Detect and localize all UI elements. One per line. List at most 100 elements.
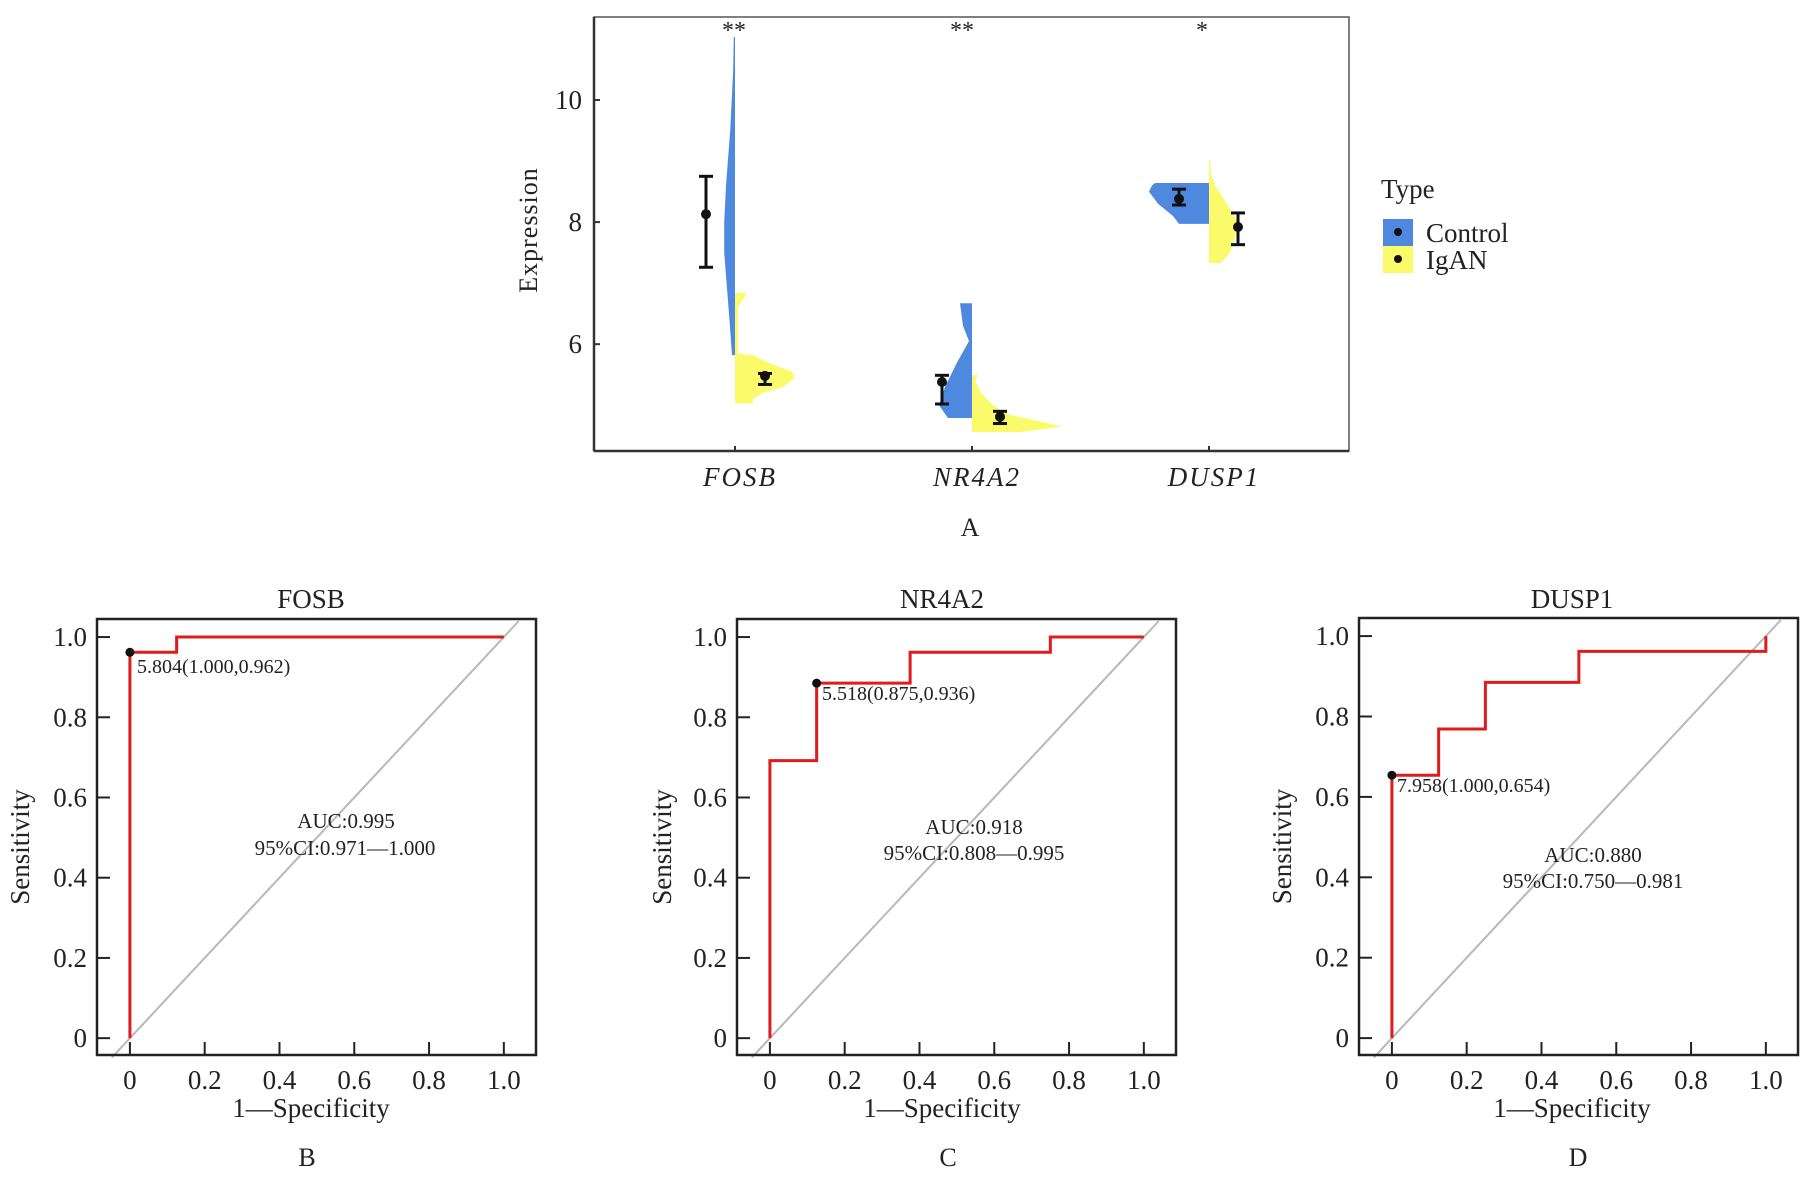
x-tick-label: 1.0 — [487, 1065, 521, 1095]
plot-frame — [1357, 616, 1800, 1057]
y-tick-label: 0 — [714, 1023, 728, 1053]
x-tick-label: 1.0 — [1127, 1065, 1161, 1095]
diagonal-reference-line — [1373, 619, 1782, 1059]
y-tick-label: 0.8 — [1315, 701, 1349, 731]
panel-label-a: A — [961, 513, 980, 542]
mean-point — [937, 377, 947, 388]
x-tick-label: 0.8 — [1674, 1065, 1708, 1095]
plot-title: NR4A2 — [900, 584, 984, 614]
panel-label-b: B — [298, 1143, 315, 1172]
x-tick-label: 0.6 — [1599, 1065, 1633, 1095]
cutoff-label: 5.518(0.875,0.936) — [822, 683, 975, 705]
y-tick-label: 0.8 — [693, 702, 727, 732]
x-tick-label: 0 — [1385, 1065, 1399, 1095]
x-tick-label: 0.4 — [1525, 1065, 1559, 1095]
y-axis-title: Sensitivity — [1267, 788, 1297, 904]
y-tick-label: 0.2 — [693, 943, 727, 973]
panel-label-d: D — [1569, 1143, 1588, 1172]
plot-title: FOSB — [277, 584, 345, 614]
y-tick-label: 8 — [569, 207, 583, 237]
errorbar-control-nr4a2 — [935, 373, 949, 406]
x-tick-label: 0.2 — [188, 1065, 222, 1095]
significance-label: ** — [722, 18, 746, 44]
roc-curve — [1390, 636, 1768, 1039]
ci-label: 95%CI:0.750—0.981 — [1503, 869, 1684, 893]
mean-point — [760, 370, 770, 381]
cutoff-point — [812, 678, 822, 688]
y-tick-label: 0.2 — [1315, 943, 1349, 973]
y-tick-label: 0.8 — [53, 702, 87, 732]
x-tick-label: 0.8 — [1052, 1065, 1086, 1095]
y-tick-label: 1.0 — [53, 622, 87, 652]
x-axis-title: 1—Specificity — [863, 1093, 1021, 1123]
mean-point — [701, 209, 711, 220]
plot-frame — [735, 617, 1178, 1057]
y-tick-label: 1.0 — [1315, 621, 1349, 651]
legend-title: Type — [1381, 174, 1435, 204]
panel-c: 5.518(0.875,0.936) AUC:0.91895%CI:0.808—0… — [647, 584, 1178, 1172]
x-tick-label: 0.4 — [263, 1065, 297, 1095]
x-tick-label: FOSB — [702, 462, 777, 492]
mean-point — [995, 411, 1005, 422]
y-tick-label: 10 — [555, 85, 582, 115]
violin-control-nr4a2 — [939, 303, 972, 419]
errorbar-control-fosb — [699, 174, 713, 269]
y-tick-label: 0.6 — [1315, 782, 1349, 812]
plot-frame — [95, 617, 538, 1057]
y-tick-label: 0.4 — [1315, 862, 1349, 892]
ci-label: 95%CI:0.971—1.000 — [255, 836, 436, 860]
errorbar-igan-fosb — [758, 370, 772, 386]
roc-curve — [768, 635, 1144, 1039]
auc-label: AUC:0.995 — [297, 809, 394, 833]
panel-d: 7.958(1.000,0.654) AUC:0.88095%CI:0.750—0… — [1267, 584, 1800, 1172]
legend-label-control: Control — [1426, 218, 1509, 248]
legend-dot — [1394, 255, 1402, 263]
x-tick-label: 0.2 — [828, 1065, 862, 1095]
y-axis-title: Sensitivity — [647, 789, 677, 905]
cutoff-point — [125, 647, 135, 657]
y-tick-label: 0.6 — [53, 782, 87, 812]
mean-point — [1174, 193, 1184, 204]
violin-igan-fosb — [735, 292, 795, 404]
x-tick-label: 0.2 — [1450, 1065, 1484, 1095]
y-tick-label: 0.4 — [53, 863, 87, 893]
significance-label: * — [1196, 18, 1208, 44]
x-tick-label: 0.4 — [903, 1065, 937, 1095]
legend-label-igan: IgAN — [1426, 245, 1488, 275]
y-tick-label: 0 — [74, 1023, 88, 1053]
legend-dot — [1394, 228, 1402, 236]
violin-igan-nr4a2 — [972, 375, 1062, 433]
ci-label: 95%CI:0.808—0.995 — [884, 841, 1065, 865]
y-tick-label: 1.0 — [693, 622, 727, 652]
y-tick-label: 0.2 — [53, 943, 87, 973]
mean-point — [1233, 221, 1243, 232]
errorbar-igan-nr4a2 — [993, 409, 1007, 426]
cutoff-label: 5.804(1.000,0.962) — [137, 656, 290, 678]
y-axis-title: Expression — [514, 167, 543, 293]
y-tick-label: 0.4 — [693, 863, 727, 893]
errorbar-control-dusp1 — [1172, 187, 1186, 207]
diagonal-reference-line — [111, 620, 520, 1059]
x-tick-label: 0 — [123, 1065, 137, 1095]
violin-control-fosb — [724, 37, 735, 356]
x-tick-label: NR4A2 — [932, 462, 1021, 492]
y-tick-label: 0 — [1336, 1023, 1350, 1053]
x-axis-title: 1—Specificity — [1493, 1093, 1651, 1123]
errorbar-igan-dusp1 — [1231, 211, 1245, 247]
x-tick-label: 0.6 — [977, 1065, 1011, 1095]
x-tick-label: DUSP1 — [1167, 462, 1261, 492]
panel-b: 5.804(1.000,0.962) AUC:0.995 95%CI:0.971—1… — [5, 584, 538, 1172]
cutoff-point — [1387, 770, 1397, 780]
y-axis-title: Sensitivity — [5, 789, 35, 905]
x-tick-label: 0.8 — [412, 1065, 446, 1095]
x-tick-label: 0 — [763, 1065, 777, 1095]
plot-title: DUSP1 — [1531, 584, 1614, 614]
roc-curve — [128, 635, 504, 1039]
x-tick-label: 1.0 — [1749, 1065, 1783, 1095]
panel-label-c: C — [939, 1143, 956, 1172]
x-axis-title: 1—Specificity — [232, 1093, 390, 1123]
violin-igan-dusp1 — [1209, 159, 1238, 263]
x-tick-label: 0.6 — [337, 1065, 371, 1095]
